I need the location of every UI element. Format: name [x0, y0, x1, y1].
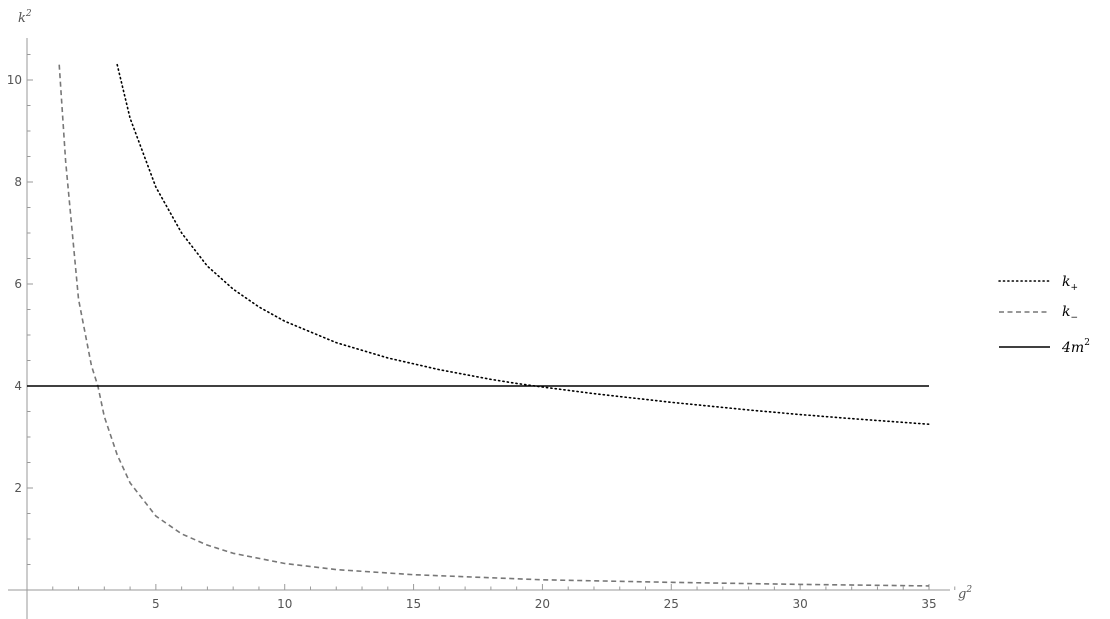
x-tick-label: 35 — [921, 597, 936, 611]
y-axis-title: k2 — [18, 9, 32, 26]
legend-label-4m2: 4m2 — [1061, 338, 1090, 356]
x-axis-title: g2 — [958, 585, 972, 602]
legend-item-k-minus: k− — [999, 304, 1078, 323]
y-tick-label: 8 — [14, 175, 22, 189]
x-tick-label: 25 — [664, 597, 679, 611]
x-tick-label: 15 — [406, 597, 421, 611]
series-k-minus — [58, 64, 930, 587]
y-tick-label: 2 — [14, 481, 22, 495]
series-group — [27, 63, 930, 587]
x-tick-label: 30 — [793, 597, 808, 611]
legend: k+ k− 4m2 — [998, 274, 1090, 356]
legend-item-4m2: 4m2 — [999, 338, 1090, 356]
x-tick-label: 10 — [277, 597, 292, 611]
x-tick-label: 20 — [535, 597, 550, 611]
legend-item-k-plus: k+ — [998, 274, 1078, 293]
y-tick-label: 6 — [14, 277, 22, 291]
x-tick-label: 5 — [152, 597, 160, 611]
legend-label-k-minus: k− — [1062, 304, 1078, 323]
ticks: 5 10 15 20 25 30 35 2 4 6 8 10 — [7, 54, 956, 611]
series-k-plus — [116, 63, 930, 426]
axes — [8, 38, 950, 619]
y-tick-label: 10 — [7, 73, 22, 87]
legend-label-k-plus: k+ — [1062, 274, 1078, 293]
y-tick-label: 4 — [14, 379, 22, 393]
